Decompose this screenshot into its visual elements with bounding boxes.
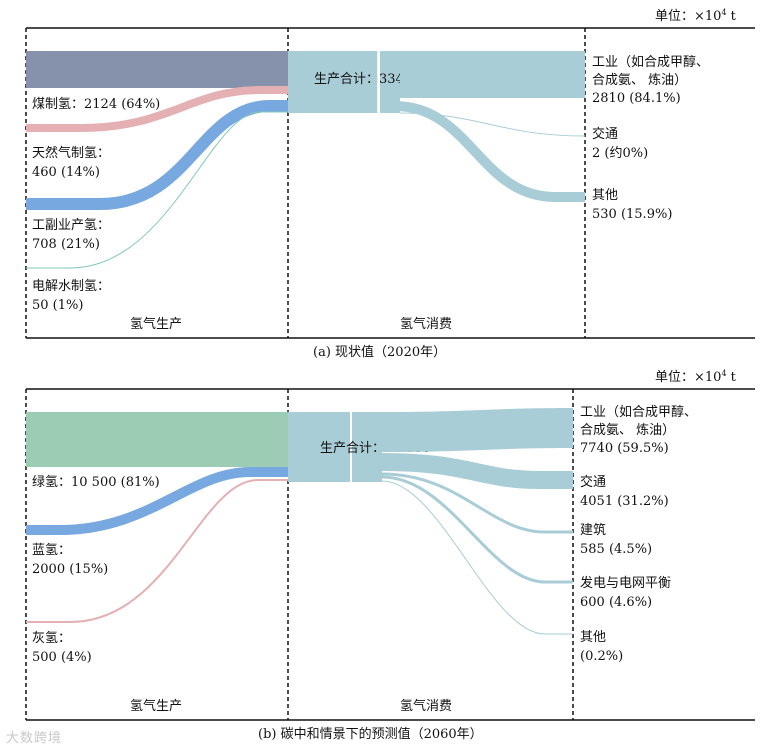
section-label-production: 氢气生产 [130, 316, 182, 332]
source-label-byproduct: 工副业产氢： [32, 218, 110, 233]
flow-transport-b [381, 453, 573, 489]
flow-green-hydrogen [26, 412, 288, 467]
section-label-consumption-b: 氢气消费 [400, 698, 452, 714]
use-label-industry-b-2: 合成氨、 炼油） [580, 423, 675, 438]
section-label-production-b: 氢气生产 [130, 698, 182, 714]
use-label-power-b: 发电与电网平衡 [580, 575, 671, 591]
panel-b-unit: 单位：×104 t [655, 369, 737, 385]
source-label-coal: 煤制氢：2124 (64%) [32, 97, 160, 112]
source-value-byproduct: 708 (21%) [32, 237, 100, 252]
use-label-industry-2: 合成氨、 炼油） [592, 73, 687, 88]
source-label-blue: 蓝氢： [32, 543, 71, 558]
source-label-green: 绿氢：10 500 (81%) [32, 475, 160, 490]
source-value-natural-gas: 460 (14%) [32, 165, 100, 180]
panel-b-caption: (b) 碳中和情景下的预测值（2060年） [258, 726, 483, 742]
source-value-electrolysis: 50 (1%) [32, 298, 83, 313]
use-value-transport-b: 4051 (31.2%) [580, 494, 669, 509]
use-value-industry-b: 7740 (59.5%) [580, 441, 669, 456]
use-value-power-b: 600 (4.6%) [580, 595, 652, 610]
source-label-natural-gas: 天然气制氢： [32, 145, 110, 161]
flow-electrolysis-hydrogen [26, 111, 288, 269]
production-total-label: 生产合计：3342 [314, 72, 412, 87]
panel-a: 单位：×104 t 生产合计：3342 煤制氢：2124 (64%) 天然气制氢… [25, 8, 755, 360]
production-total-block-b [288, 412, 350, 482]
production-total-block [288, 51, 378, 113]
use-label-industry: 工业（如合成甲醇、 [592, 54, 709, 70]
source-value-blue: 2000 (15%) [32, 562, 108, 577]
use-value-transport: 2 (约0%) [592, 146, 648, 161]
flow-grey-hydrogen [26, 479, 288, 623]
use-label-building-b: 建筑 [580, 522, 606, 538]
source-value-grey: 500 (4%) [32, 650, 92, 665]
watermark: 大数跨境 [6, 731, 63, 746]
flow-natural-gas-hydrogen [26, 86, 288, 132]
use-label-industry-b: 工业（如合成甲醇、 [580, 404, 697, 420]
flow-industry [400, 51, 585, 98]
source-label-grey: 灰氢： [32, 631, 71, 646]
use-label-transport: 交通 [592, 126, 618, 142]
use-label-transport-b: 交通 [580, 474, 606, 490]
use-value-building-b: 585 (4.5%) [580, 542, 652, 557]
flow-other-b [381, 480, 573, 635]
flow-coal-hydrogen [26, 51, 288, 88]
flow-building-b [381, 472, 573, 534]
source-label-electrolysis: 电解水制氢： [32, 279, 110, 294]
use-value-other-b: (0.2%) [580, 649, 623, 664]
use-label-other-b: 其他 [580, 630, 606, 645]
flow-byproduct-hydrogen [26, 100, 288, 210]
use-value-other: 530 (15.9%) [592, 207, 672, 222]
panel-b: 单位：×104 t 生产合计：13 000 绿氢：10 500 (81%) 蓝氢… [25, 369, 755, 742]
panel-a-unit: 单位：×104 t [655, 8, 737, 24]
flow-industry-b [382, 408, 573, 452]
panel-a-caption: (a) 现状值（2020年） [313, 344, 446, 360]
use-value-industry: 2810 (84.1%) [592, 91, 681, 106]
use-label-other: 其他 [592, 188, 618, 203]
section-label-consumption: 氢气消费 [400, 316, 452, 332]
flow-blue-hydrogen [26, 467, 288, 535]
production-total-tail-b [352, 412, 382, 482]
flow-power-b [381, 475, 573, 584]
production-total-tail [380, 51, 400, 113]
flow-other [394, 101, 585, 202]
